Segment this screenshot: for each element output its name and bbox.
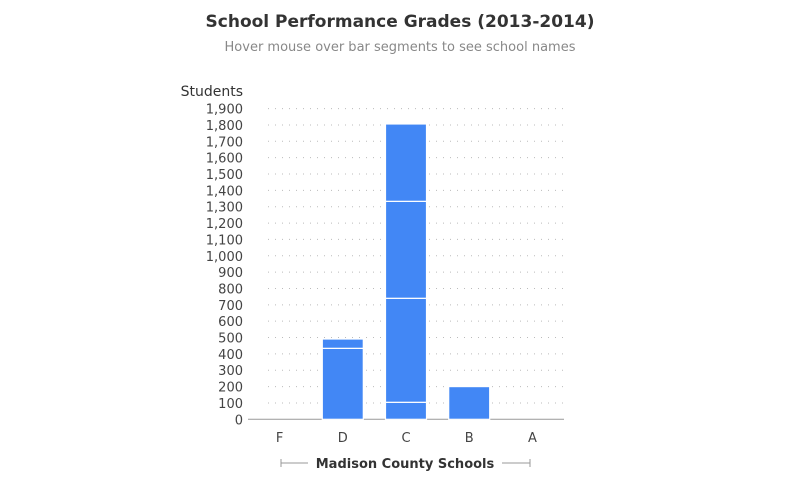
y-tick-label: 0	[235, 413, 243, 428]
bar-segment-C[interactable]	[384, 401, 428, 420]
chart-subtitle: Hover mouse over bar segments to see sch…	[225, 40, 576, 55]
y-tick-label: 1,300	[206, 201, 243, 216]
y-tick-label: 900	[218, 266, 243, 281]
y-tick-label: 1,000	[206, 250, 243, 265]
y-tick-label: 100	[218, 397, 243, 412]
x-tick-label: A	[528, 431, 537, 446]
y-tick-label: 1,700	[206, 135, 243, 150]
y-tick-label: 700	[218, 299, 243, 314]
y-tick-label: 1,100	[206, 233, 243, 248]
x-tick-label: F	[276, 431, 283, 446]
y-tick-label: 600	[218, 315, 243, 330]
y-axis-label: Students	[181, 84, 243, 100]
bar-segment-C[interactable]	[384, 200, 428, 299]
y-tick-label: 500	[218, 332, 243, 347]
bar-segment-D[interactable]	[321, 347, 364, 420]
x-axis-label: Madison County Schools	[316, 457, 495, 472]
y-tick-label: 1,900	[206, 103, 243, 118]
y-tick-label: 1,200	[206, 217, 243, 232]
bar-segment-D[interactable]	[321, 338, 364, 349]
y-tick-label: 800	[218, 282, 243, 297]
x-tick-label: C	[401, 431, 410, 446]
y-tick-label: 200	[218, 381, 243, 396]
chart-title: School Performance Grades (2013-2014)	[206, 12, 595, 32]
bar-segment-B[interactable]	[448, 385, 491, 420]
y-tick-label: 1,400	[206, 184, 243, 199]
y-tick-label: 300	[218, 364, 243, 379]
bar-segment-C[interactable]	[384, 123, 428, 202]
bar-segment-C[interactable]	[384, 297, 428, 403]
y-tick-label: 1,800	[206, 119, 243, 134]
y-tick-label: 400	[218, 348, 243, 363]
x-tick-label: D	[338, 431, 348, 446]
y-tick-label: 1,600	[206, 152, 243, 167]
x-tick-label: B	[465, 431, 474, 446]
y-tick-label: 1,500	[206, 168, 243, 183]
